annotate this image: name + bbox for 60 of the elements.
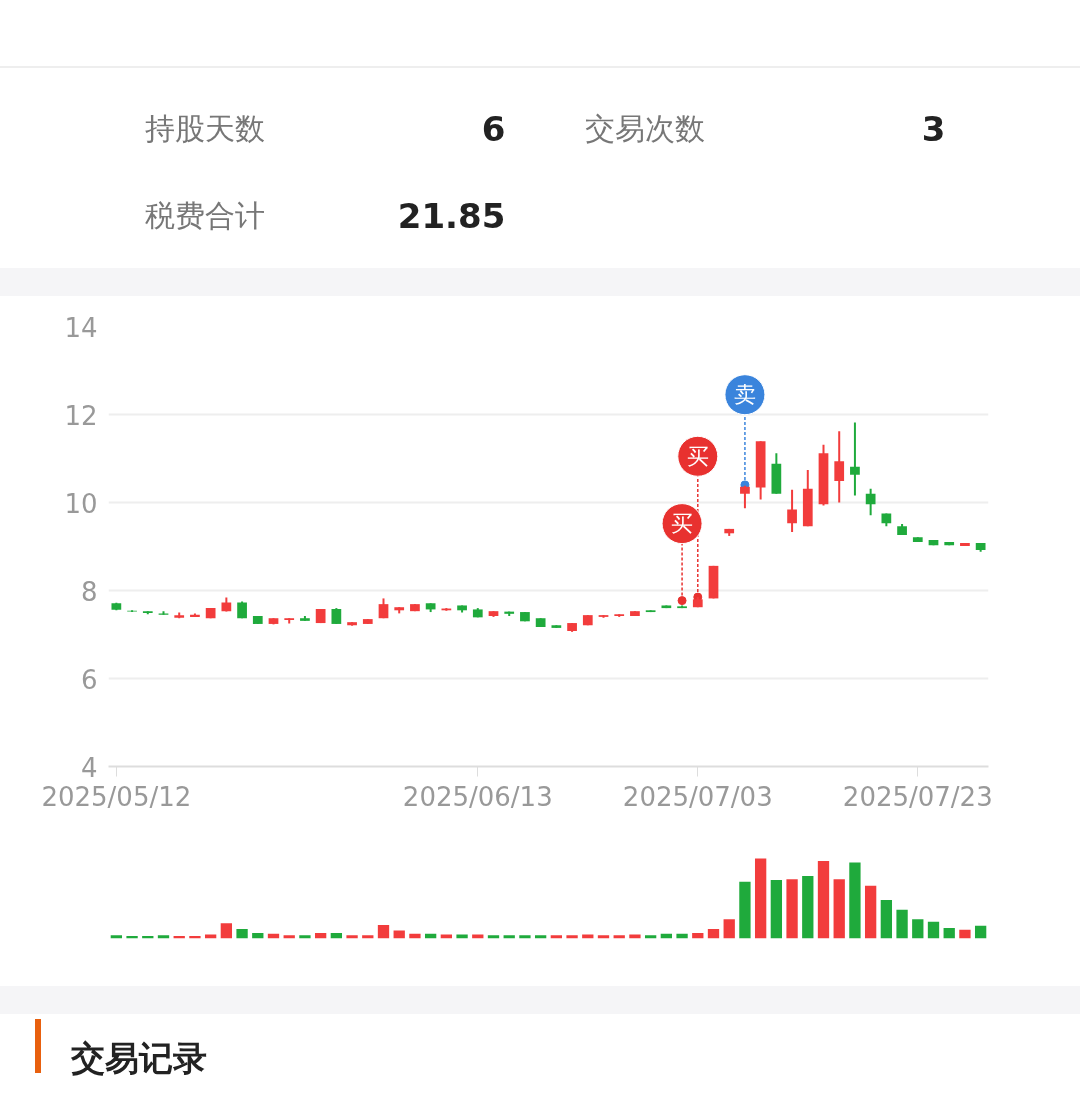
bar [833, 879, 845, 939]
bar [487, 935, 500, 939]
y-tick-label: 14 [64, 312, 98, 343]
bar [236, 928, 248, 939]
bar [849, 862, 861, 939]
bar [817, 860, 830, 939]
text: 持股天数 [145, 111, 266, 146]
bar [519, 935, 531, 939]
bar [754, 858, 767, 939]
candlestick [850, 421, 860, 497]
annotation: 卖 [733, 382, 756, 408]
bar [534, 935, 547, 939]
bar [613, 935, 625, 939]
y-tick-label: 12 [64, 400, 98, 431]
x-tick-label: 2025/07/03 [622, 781, 773, 812]
text: 21.85 [397, 196, 506, 236]
y-tick-label: 6 [80, 664, 98, 695]
bar [864, 885, 877, 939]
y-tick-label: 10 [64, 488, 98, 519]
bar [927, 921, 940, 939]
bar [110, 935, 123, 939]
text: 交易次数 [585, 111, 706, 146]
bar [597, 935, 610, 939]
text: 3 [921, 109, 946, 149]
candlestick [787, 488, 797, 533]
bar [644, 935, 657, 939]
annotation: 买 [671, 511, 694, 537]
bar [880, 900, 893, 939]
bar [943, 928, 955, 939]
bar [802, 876, 814, 939]
bar [377, 924, 390, 939]
text: 交易记录 [71, 1037, 207, 1079]
bar [299, 935, 311, 939]
candlestick [834, 430, 845, 504]
text: 6 [481, 109, 506, 149]
bar [974, 925, 987, 939]
bar [912, 919, 924, 939]
bar [346, 935, 358, 939]
bar [566, 935, 578, 939]
text: 税费合计 [145, 198, 266, 233]
x-tick-label: 2025/07/23 [842, 781, 993, 812]
x-tick-label: 2025/06/13 [402, 781, 553, 812]
bar [283, 935, 295, 939]
x-tick-label: 2025/05/12 [41, 781, 192, 812]
bar [896, 909, 908, 939]
bar [707, 928, 720, 939]
bar [362, 935, 374, 939]
bar [550, 935, 563, 939]
candlestick [865, 487, 876, 517]
bar [770, 880, 783, 939]
bar [959, 929, 971, 939]
bar [723, 919, 735, 939]
bar [503, 935, 515, 939]
bar [739, 881, 751, 939]
y-tick-label: 4 [80, 752, 98, 783]
y-tick-label: 8 [80, 576, 98, 607]
bar [157, 935, 170, 939]
bar [220, 923, 233, 939]
bar [786, 879, 798, 939]
annotation: 买 [686, 443, 709, 469]
